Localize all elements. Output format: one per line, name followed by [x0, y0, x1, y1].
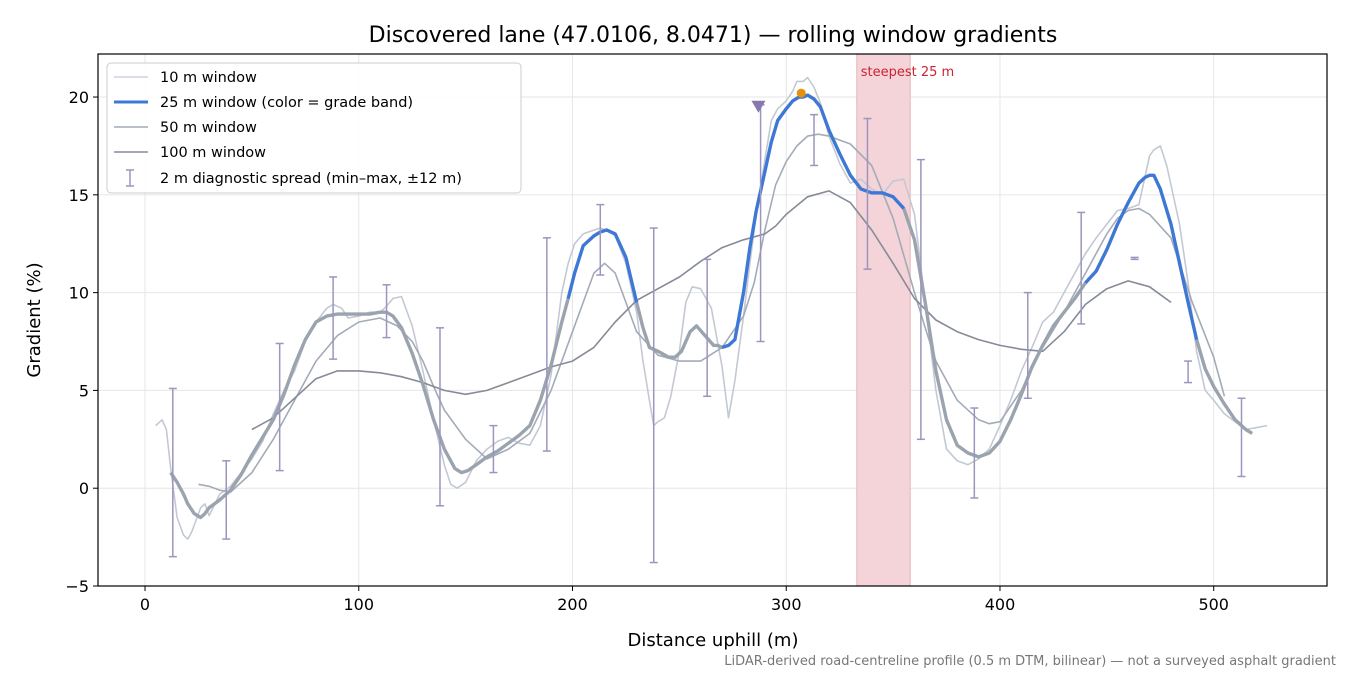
- ticks: 0 100 200 300 400 500 −5 0 5 10 15 20: [65, 88, 1229, 614]
- y-axis-label: Gradient (%): [24, 262, 45, 377]
- triangle-marker: [751, 100, 766, 113]
- y-tick-label: 20: [69, 88, 89, 107]
- y-tick-label: −5: [65, 577, 89, 596]
- legend-swatch-spread: [126, 169, 134, 187]
- marker-layer: [751, 88, 806, 113]
- diagnostic-spread-layer: [168, 104, 1246, 564]
- x-tick-label: 300: [771, 595, 802, 614]
- x-tick-label: 200: [557, 595, 588, 614]
- steepest-band: [856, 53, 911, 587]
- legend-label-spread: 2 m diagnostic spread (min–max, ±12 m): [160, 171, 462, 187]
- legend-label-50m: 50 m window: [160, 120, 257, 136]
- y-tick-label: 15: [69, 186, 89, 205]
- legend: 10 m window 25 m window (color = grade b…: [106, 62, 522, 194]
- legend-label-10m: 10 m window: [160, 70, 257, 86]
- y-tick-label: 0: [79, 479, 89, 498]
- y-tick-label: 5: [79, 381, 89, 400]
- chart-title: Discovered lane (47.0106, 8.0471) — roll…: [369, 23, 1058, 48]
- y-tick-label: 10: [69, 284, 89, 303]
- legend-label-25m: 25 m window (color = grade band): [160, 95, 413, 111]
- series-line-25m: [169, 93, 1254, 520]
- footnote: LiDAR-derived road-centreline profile (0…: [724, 654, 1336, 669]
- x-tick-label: 0: [140, 595, 150, 614]
- series-line-10m: [155, 76, 1268, 540]
- series-line-100m: [251, 190, 1172, 431]
- x-tick-label: 100: [343, 595, 374, 614]
- peak-marker: [796, 88, 806, 98]
- x-axis-label: Distance uphill (m): [628, 630, 799, 651]
- legend-label-100m: 100 m window: [160, 145, 266, 161]
- legend-box: [106, 62, 522, 194]
- steepest-band-label: steepest 25 m: [861, 65, 954, 80]
- x-tick-label: 400: [985, 595, 1016, 614]
- plot-frame: [97, 53, 1328, 587]
- x-tick-label: 500: [1198, 595, 1229, 614]
